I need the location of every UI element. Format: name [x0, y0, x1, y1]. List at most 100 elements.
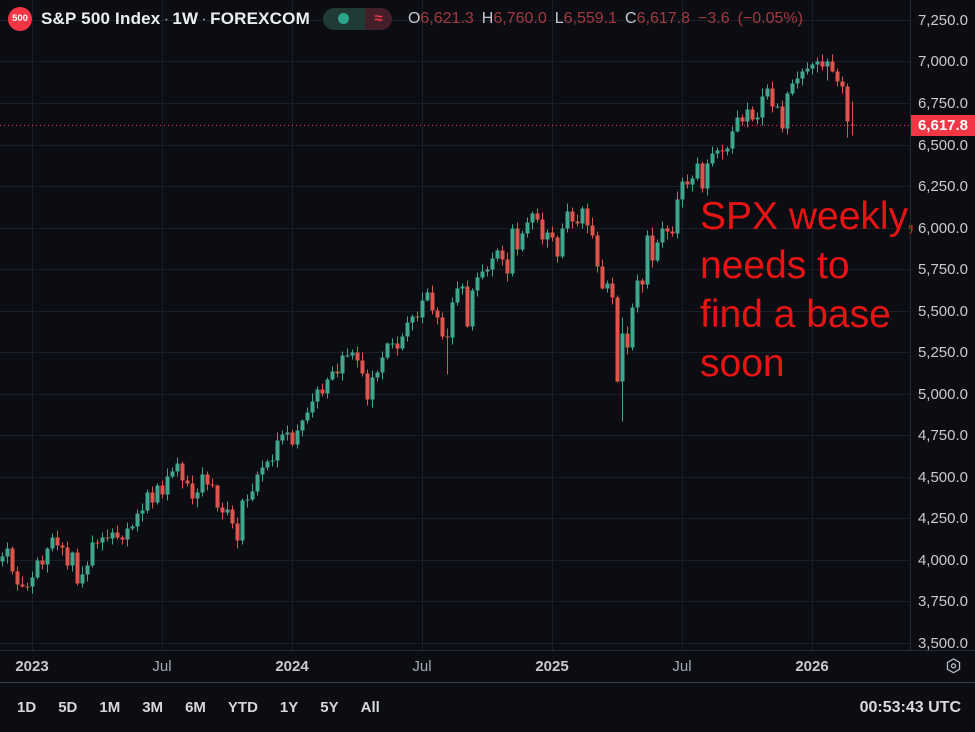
price-axis-label: 3,750.0: [917, 592, 968, 610]
candle-body: [95, 542, 100, 544]
range-button-1y[interactable]: 1Y: [279, 699, 299, 716]
price-scale[interactable]: 6,617.8 7,250.0 7,000.0 6,750.0 6,500.0 6,25…: [910, 0, 975, 652]
candle-body: [610, 283, 615, 298]
candle-body: [515, 228, 520, 250]
time-axis-label: 2025: [535, 658, 569, 675]
utc-clock[interactable]: 00:53:43 UTC: [859, 698, 961, 716]
candle-body: [560, 228, 565, 257]
candle-body: [15, 571, 20, 585]
range-button-1m[interactable]: 1M: [99, 699, 121, 716]
candle-body: [520, 233, 525, 250]
range-button-1d[interactable]: 1D: [17, 699, 37, 716]
price-axis-label: 5,750.0: [917, 260, 968, 278]
candle-body: [460, 286, 465, 289]
candle-body: [35, 560, 40, 578]
candle-body: [430, 292, 435, 311]
candle-body: [580, 208, 585, 224]
candle-body: [540, 219, 545, 240]
candle-body: [705, 163, 710, 189]
candle-body: [820, 61, 825, 67]
candle-body: [120, 537, 125, 540]
candle-body: [700, 163, 705, 189]
candle-body: [440, 317, 445, 337]
candle-body: [835, 71, 840, 82]
candle-body: [90, 542, 95, 566]
candle-body: [505, 259, 510, 274]
candle-body: [240, 500, 245, 541]
interval-label[interactable]: 1W: [172, 8, 199, 28]
candle-body: [5, 548, 10, 557]
candle-body: [175, 463, 180, 472]
symbol-title[interactable]: S&P 500 Index · 1W · FOREXCOM: [41, 9, 310, 29]
range-button-6m[interactable]: 6M: [185, 699, 206, 716]
candle-body: [290, 432, 295, 445]
candle-body: [595, 235, 600, 267]
candle-body: [230, 509, 235, 524]
candle-body: [345, 355, 350, 357]
candle-body: [145, 492, 150, 511]
candle-body: [435, 310, 440, 318]
candle-body: [775, 106, 780, 108]
price-axis-label: 7,250.0: [917, 11, 968, 29]
candle-body: [455, 288, 460, 303]
candle-body: [760, 96, 765, 118]
candle-body: [165, 476, 170, 495]
candle-body: [0, 556, 5, 562]
candle-body: [370, 377, 375, 400]
candle-body: [590, 225, 595, 236]
candle-body: [335, 371, 340, 374]
candle-body: [100, 537, 105, 543]
candlestick-chart[interactable]: [0, 0, 910, 650]
annotation-line: find a base: [700, 293, 891, 336]
text-drawing-annotation[interactable]: SPX weekly, needs to find a base soon: [700, 192, 916, 388]
range-button-5d[interactable]: 5D: [58, 699, 78, 716]
candle-body: [750, 109, 755, 120]
candle-body: [715, 150, 720, 154]
price-axis-label: 4,250.0: [917, 509, 968, 527]
range-button-ytd[interactable]: YTD: [227, 699, 258, 716]
range-button-5y[interactable]: 5Y: [320, 699, 339, 716]
price-axis-label: 6,750.0: [917, 94, 968, 112]
candle-body: [625, 333, 630, 348]
symbol-name[interactable]: S&P 500 Index: [41, 8, 161, 28]
high-value: H6,760.0: [481, 9, 547, 27]
candle-body: [215, 485, 220, 508]
candle-body: [535, 213, 540, 220]
market-status-toggle[interactable]: ≈: [322, 7, 392, 30]
price-axis-label: 5,000.0: [917, 385, 968, 403]
candle-body: [60, 545, 65, 548]
close-value: C6,617.8: [625, 9, 690, 27]
range-button-3m[interactable]: 3M: [142, 699, 164, 716]
candle-body: [65, 547, 70, 566]
realtime-status-segment[interactable]: [322, 7, 365, 30]
price-axis-label: 6,500.0: [917, 136, 968, 154]
scale-settings-gear-icon[interactable]: [943, 656, 964, 677]
candle-body: [810, 64, 815, 69]
time-axis-label: 2023: [15, 658, 49, 675]
candle-body: [130, 526, 135, 529]
candle-body: [675, 199, 680, 234]
candle-body: [845, 86, 850, 122]
candle-body: [500, 250, 505, 260]
price-axis-label: 5,500.0: [917, 302, 968, 320]
candle-body: [385, 343, 390, 358]
candle-body: [620, 333, 625, 382]
ohlc-legend: O6,621.3 H6,760.0 L6,559.1 C6,617.8 −3.6…: [408, 10, 803, 28]
exchange-label[interactable]: FOREXCOM: [210, 8, 310, 28]
open-value: O6,621.3: [407, 9, 474, 27]
candle-body: [725, 148, 730, 152]
date-range-buttons: 1D 5D 1M 3M 6M YTD 1Y 5Y All: [17, 699, 380, 716]
candle-body: [395, 343, 400, 349]
delayed-data-icon[interactable]: ≈: [364, 7, 392, 30]
candle-body: [770, 88, 775, 107]
range-button-all[interactable]: All: [360, 699, 380, 716]
realtime-dot-icon: [338, 13, 350, 24]
time-scale[interactable]: 2023 Jul 2024 Jul 2025 Jul 2026: [0, 650, 975, 682]
price-axis-label: 3,500.0: [917, 634, 968, 652]
candle-body: [425, 292, 430, 301]
candle-body: [400, 336, 405, 349]
candle-body: [445, 336, 450, 338]
candle-body: [225, 509, 230, 513]
price-axis-label: 6,250.0: [917, 177, 968, 195]
candle-body: [785, 93, 790, 129]
